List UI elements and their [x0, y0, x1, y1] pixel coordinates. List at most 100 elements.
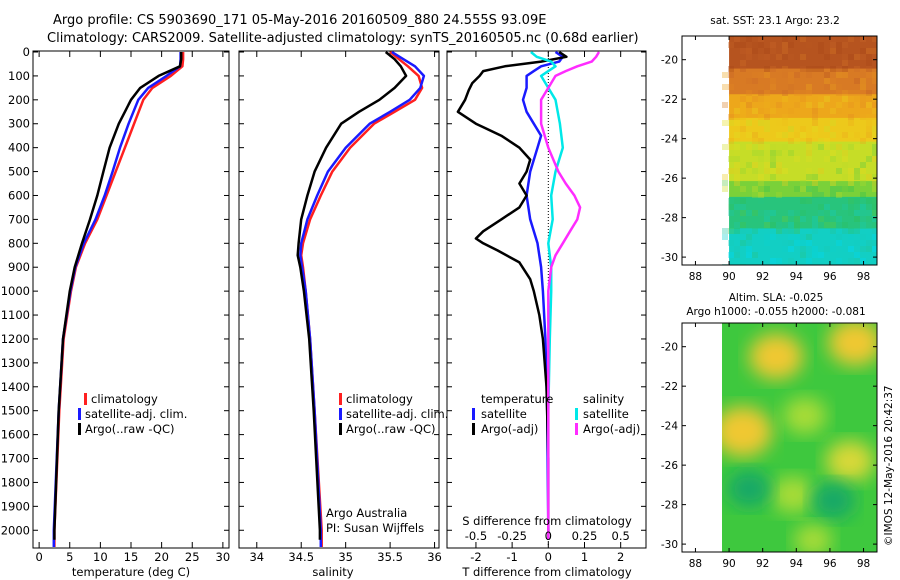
- sst-cell: [758, 114, 764, 120]
- sst-cell: [776, 258, 782, 264]
- sst-cell: [782, 108, 788, 114]
- sst-cell: [770, 48, 776, 54]
- legend-swatch-satellite: [78, 408, 81, 420]
- sst-cell: [800, 240, 806, 246]
- sst-cell: [848, 210, 854, 216]
- legend-label-satellite: satellite-adj. clim.: [346, 407, 448, 421]
- sst-cell: [746, 48, 752, 54]
- sst-cell: [836, 66, 842, 72]
- sst-cell: [866, 48, 872, 54]
- legend-title-salinity: salinity: [583, 392, 624, 406]
- legend-label-satellite: satellite-adj. clim.: [85, 407, 187, 421]
- sst-cell: [812, 180, 818, 186]
- sst-cell: [764, 168, 770, 174]
- sst-cell: [758, 138, 764, 144]
- sst-cell: [782, 90, 788, 96]
- sst-cell: [758, 210, 764, 216]
- difference-series: [456, 50, 601, 540]
- sst-cell: [872, 132, 877, 138]
- sst-cell: [842, 246, 848, 252]
- x-tick-label: 34.5: [288, 550, 314, 564]
- sst-cell: [740, 198, 746, 204]
- s-tick-label: 0: [545, 529, 552, 543]
- sst-cell: [776, 162, 782, 168]
- sst-cell: [842, 156, 848, 162]
- sst-cell: [842, 96, 848, 102]
- sst-cell: [734, 120, 740, 126]
- sst-cell: [764, 72, 770, 78]
- sst-cell: [740, 108, 746, 114]
- sst-cell: [824, 138, 830, 144]
- sst-cell: [728, 72, 734, 78]
- depth-tick-label: 800: [8, 236, 30, 250]
- sst-cell: [770, 174, 776, 180]
- sst-cell: [770, 144, 776, 150]
- sst-cell: [830, 78, 836, 84]
- sst-cell: [788, 258, 794, 264]
- depth-tick-label: 1200: [1, 332, 30, 346]
- sst-cell: [866, 102, 872, 108]
- sst-cell: [806, 96, 812, 102]
- sst-cell: [872, 72, 877, 78]
- sst-cell: [830, 150, 836, 156]
- sst-cell: [800, 66, 806, 72]
- sst-cell: [872, 78, 877, 84]
- sst-cell: [872, 246, 877, 252]
- sst-band: [729, 228, 877, 265]
- sst-cell: [740, 210, 746, 216]
- sst-cell: [866, 246, 872, 252]
- sst-cell: [818, 36, 824, 42]
- sst-cell: [722, 174, 728, 180]
- sst-cell: [746, 78, 752, 84]
- sst-map-panel: sat. SST: 23.1 Argo: 23.2 88 90 92 94 96 98 -2…: [661, 15, 878, 283]
- sst-cell: [776, 222, 782, 228]
- sla-map-title-line2: Argo h1000: -0.055 h2000: -0.081: [686, 306, 865, 318]
- sst-cell: [758, 150, 764, 156]
- sst-cell: [848, 102, 854, 108]
- sst-cell: [854, 258, 860, 264]
- sst-cell: [824, 126, 830, 132]
- sst-cell: [758, 174, 764, 180]
- sst-cell: [806, 138, 812, 144]
- header-line2: Climatology: CARS2009. Satellite-adjuste…: [47, 31, 639, 46]
- sst-cell: [860, 54, 866, 60]
- legend-title-temperature: temperature: [481, 392, 553, 406]
- sst-cell: [734, 246, 740, 252]
- sst-cell: [854, 132, 860, 138]
- legend-label-t-satellite: satellite: [481, 407, 527, 421]
- sst-cell: [758, 144, 764, 150]
- depth-tick-label: 500: [8, 165, 30, 179]
- sst-cell: [836, 90, 842, 96]
- sst-cell: [764, 216, 770, 222]
- temperature-series: [52, 52, 185, 547]
- sst-cell: [806, 168, 812, 174]
- sst-cell: [842, 54, 848, 60]
- sst-cell: [752, 252, 758, 258]
- lat-tick-label: -22: [661, 94, 678, 106]
- sst-cell: [818, 138, 824, 144]
- sst-cell: [740, 114, 746, 120]
- sst-cell: [830, 210, 836, 216]
- sst-cell: [848, 180, 854, 186]
- sst-cell: [812, 192, 818, 198]
- sst-cell: [848, 174, 854, 180]
- sst-map-frame: [681, 35, 878, 266]
- sst-cell: [806, 234, 812, 240]
- sst-cell: [836, 258, 842, 264]
- depth-tick-label: 300: [8, 117, 30, 131]
- sst-cell: [806, 174, 812, 180]
- sst-cell: [872, 144, 877, 150]
- lat-tick-label: -20: [661, 55, 678, 67]
- lon-tick-label: 90: [722, 558, 735, 570]
- sst-cell: [860, 48, 866, 54]
- legend-swatch-s-satellite: [575, 408, 578, 420]
- sst-cell: [788, 228, 794, 234]
- sst-cell: [788, 150, 794, 156]
- sst-cell: [800, 54, 806, 60]
- lat-tick-label: -30: [661, 252, 678, 264]
- sst-cell: [812, 228, 818, 234]
- legend-swatch-t-argo: [472, 423, 475, 435]
- legend-swatch-t-satellite: [472, 408, 475, 420]
- x-tick-label: 25: [185, 550, 200, 564]
